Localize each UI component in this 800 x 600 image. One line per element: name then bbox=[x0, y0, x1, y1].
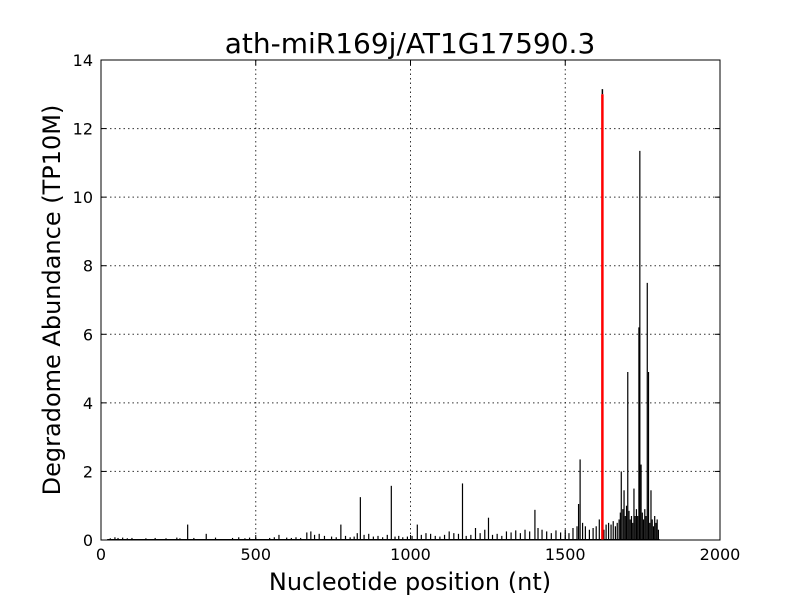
y-axis-ticks: 0 2 4 6 8 10 12 14 bbox=[73, 51, 720, 550]
y-tick-label: 8 bbox=[83, 257, 93, 276]
x-tick-label: 500 bbox=[240, 545, 271, 564]
y-tick-label: 2 bbox=[83, 462, 93, 481]
y-tick-label: 6 bbox=[83, 325, 93, 344]
x-tick-label: 1000 bbox=[390, 545, 431, 564]
y-tick-label: 0 bbox=[83, 531, 93, 550]
x-axis-title: Nucleotide position (nt) bbox=[269, 568, 551, 596]
x-tick-label: 1500 bbox=[545, 545, 586, 564]
x-axis-ticks: 0 500 1000 1500 2000 bbox=[96, 60, 740, 564]
x-tick-label: 2000 bbox=[700, 545, 741, 564]
x-tick-label: 0 bbox=[96, 545, 106, 564]
data-bars bbox=[107, 150, 660, 540]
y-tick-label: 12 bbox=[73, 120, 93, 139]
grid-lines bbox=[101, 60, 720, 540]
chart-title: ath-miR169j/AT1G17590.3 bbox=[225, 27, 596, 60]
y-tick-label: 14 bbox=[73, 51, 93, 70]
y-axis-title: Degradome Abundance (TP10M) bbox=[38, 105, 66, 496]
y-tick-label: 10 bbox=[73, 188, 93, 207]
y-tick-label: 4 bbox=[83, 394, 93, 413]
